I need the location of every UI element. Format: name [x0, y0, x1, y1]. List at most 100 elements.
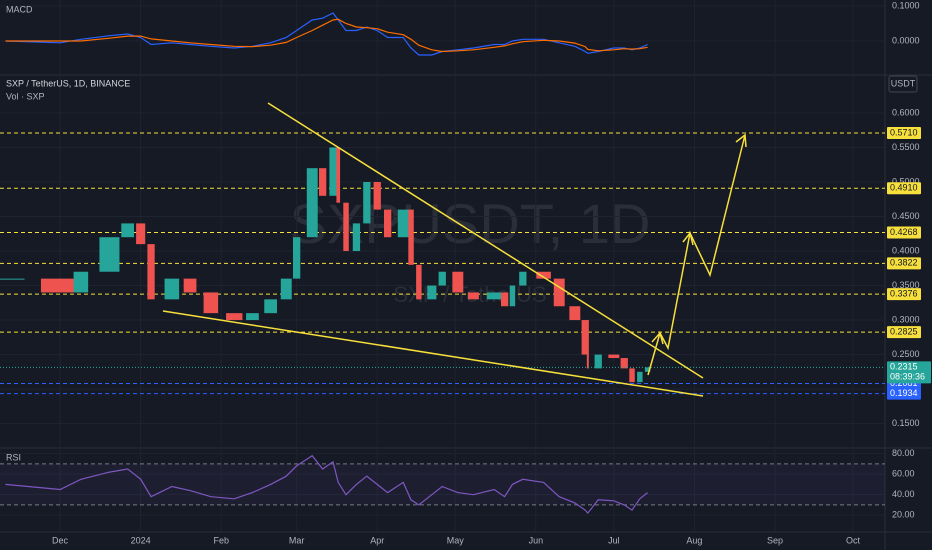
y-tick-label: 0.1500 [892, 418, 920, 428]
candle [319, 168, 327, 196]
countdown: 08:39:36 [890, 372, 925, 382]
level-tag [887, 257, 921, 270]
watermark: SXPUSDT, 1D [290, 192, 651, 255]
candle [438, 271, 446, 286]
level-tag [887, 288, 921, 301]
level-tag [887, 182, 921, 195]
candle [629, 368, 635, 383]
candle [164, 278, 180, 300]
x-tick-label: Sep [767, 535, 783, 545]
candle [608, 354, 620, 359]
pane-title: RSI [6, 452, 21, 462]
arrow-head [735, 133, 747, 148]
trend-line [267, 102, 704, 379]
candle [264, 299, 278, 314]
candle [0, 278, 25, 280]
candle [121, 223, 135, 238]
candle [586, 354, 589, 369]
currency-box [888, 75, 918, 93]
x-tick-label: Dec [52, 535, 69, 545]
candle [147, 244, 155, 300]
y-tick-label: 0.3500 [892, 280, 920, 290]
candle [416, 264, 422, 300]
level-label: 0.3376 [890, 288, 918, 298]
last-price-tag [887, 361, 931, 384]
y-tick-label: 0.0000 [892, 35, 920, 45]
x-tick-label: Aug [686, 535, 702, 545]
candle [509, 285, 516, 307]
band-fill [0, 463, 885, 505]
level-tag [887, 326, 921, 339]
x-tick-label: 2024 [131, 535, 151, 545]
candle [581, 320, 589, 355]
candle [637, 371, 643, 383]
x-tick-label: Feb [213, 535, 229, 545]
currency: USDT [891, 78, 916, 88]
chart-subtitle: Vol · SXP [6, 91, 45, 101]
candle [99, 237, 120, 272]
level-label: 0.3822 [890, 258, 918, 268]
candle [136, 223, 146, 245]
y-tick-label: 0.6000 [892, 107, 920, 117]
drawings [162, 102, 747, 397]
y-tick-label: 80.00 [892, 448, 915, 458]
trend-line [162, 310, 704, 397]
candle [226, 313, 243, 321]
x-tick-label: Jun [529, 535, 544, 545]
y-tick-label: 0.4000 [892, 245, 920, 255]
candle [293, 237, 301, 279]
level-label: 0.4268 [890, 227, 918, 237]
candle [363, 181, 371, 224]
y-tick-label: 0.4500 [892, 211, 920, 221]
level-label: 0.2825 [890, 327, 918, 337]
x-tick-label: Jul [608, 535, 620, 545]
candle [536, 271, 551, 279]
y-tick-label: 0.2500 [892, 349, 920, 359]
candle [203, 292, 219, 314]
candle [519, 271, 527, 286]
x-tick-label: Oct [846, 535, 861, 545]
chart-title: SXP / TetherUS, 1D, BINANCE [6, 78, 130, 88]
candle [397, 209, 409, 238]
y-tick-label: 60.00 [892, 469, 915, 479]
macd-line [5, 18, 648, 53]
macd-line [5, 12, 648, 56]
y-tick-label: 40.00 [892, 489, 915, 499]
level-label: 0.1934 [890, 388, 918, 398]
candle [452, 271, 464, 293]
candle [306, 168, 318, 238]
x-tick-label: May [447, 535, 465, 545]
candle [594, 354, 602, 369]
level-tag [887, 387, 921, 400]
projection-path [647, 134, 746, 376]
candle [384, 209, 392, 238]
y-tick-label: 0.5500 [892, 142, 920, 152]
candle [343, 202, 349, 252]
candle [373, 181, 381, 210]
pane-title: MACD [6, 4, 33, 14]
y-tick-label: 0.3000 [892, 314, 920, 324]
candle [467, 292, 479, 300]
arrow-head [682, 231, 694, 246]
level-label: 0.5710 [890, 127, 918, 137]
rsi-line [5, 454, 648, 515]
x-tick-label: Mar [289, 535, 305, 545]
candle [40, 278, 80, 293]
y-tick-label: 0.5000 [892, 176, 920, 186]
last-price-label: 0.2315 [890, 362, 918, 372]
candle [644, 367, 651, 372]
candle [336, 147, 341, 203]
candle [183, 278, 197, 293]
candle [280, 278, 292, 300]
level-tag [887, 126, 921, 139]
candle [486, 292, 502, 300]
candle [620, 358, 628, 369]
x-tick-label: Apr [370, 535, 384, 545]
candle [569, 306, 581, 321]
candle [352, 223, 361, 252]
candle [329, 147, 337, 196]
y-tick-label: 0.1000 [892, 0, 920, 10]
candle [246, 313, 259, 321]
